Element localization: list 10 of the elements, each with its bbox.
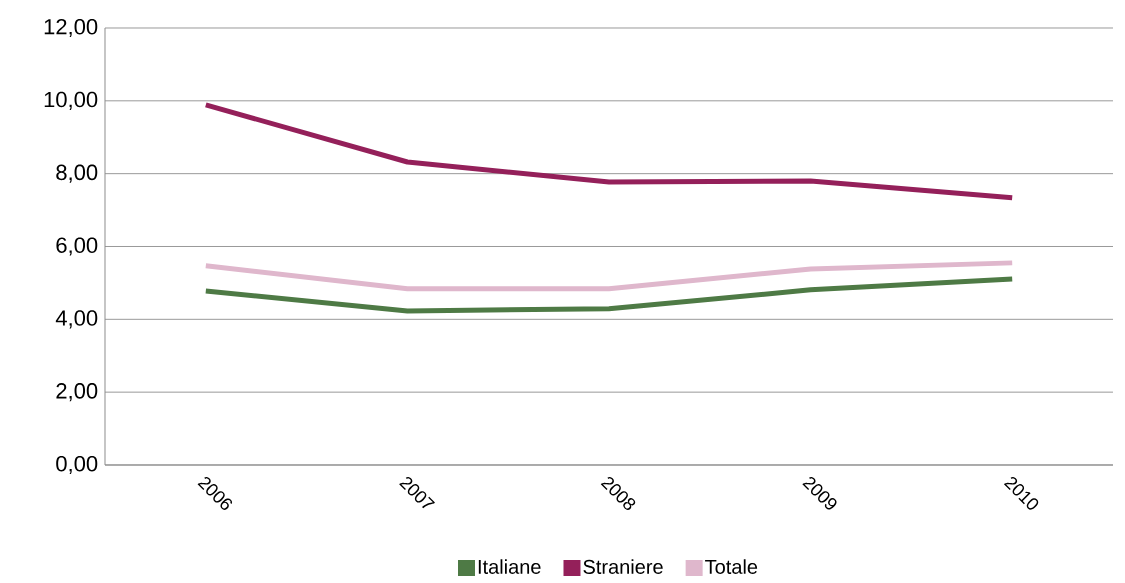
y-tick-label: 4,00 [55,310,98,329]
legend-label: Totale [705,559,758,574]
legend-label: Straniere [583,559,663,574]
y-tick-label: 12,00 [44,18,98,38]
y-tick-label: 0,00 [56,455,98,475]
y-tick-label: 10,00 [44,91,98,110]
legend-label: Italiane [478,559,541,574]
y-tick-label: 2,00 [56,383,98,402]
y-tick-label: 6,00 [56,237,98,256]
y-tick-label: 8,00 [56,164,98,183]
